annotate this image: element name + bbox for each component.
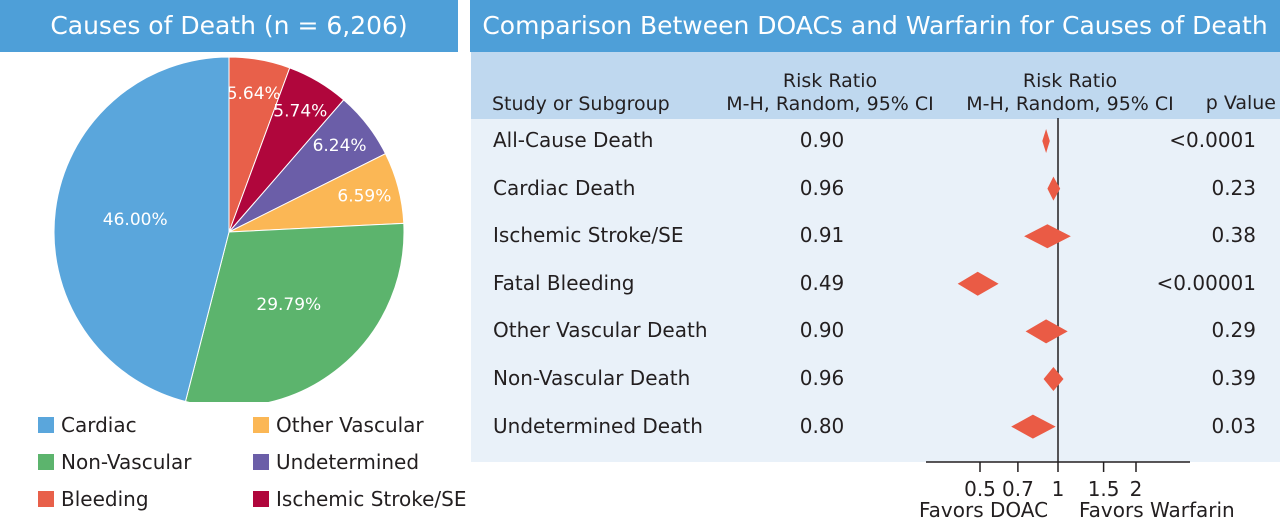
row-label-all-cause-death: All-Cause Death [493, 128, 654, 152]
row-rr-fatal-bleeding: 0.49 [799, 270, 845, 295]
pie-label-undetermined: 6.24% [313, 136, 367, 156]
row-label-ischemic-stroke-se: Ischemic Stroke/SE [493, 223, 684, 248]
row-rr-cardiac-death: 0.96 [799, 175, 845, 200]
pie-label-cardiac: 46.00% [103, 210, 168, 230]
row-rr-other-vascular-death: 0.90 [799, 318, 845, 343]
legend-swatch-ischemic-stroke-se [253, 491, 269, 507]
col-header-rr-line2: M-H, Random, 95% CI [726, 93, 934, 115]
row-rr-non-vascular-death: 0.96 [799, 366, 845, 390]
diamond-all-cause-death [1042, 129, 1050, 153]
col-header-p-value: p Value [1205, 92, 1276, 114]
row-p-cardiac-death: 0.23 [1211, 175, 1256, 200]
x-tick-label-0-5: 0.5 [964, 477, 996, 501]
row-label-cardiac-death: Cardiac Death [493, 175, 636, 200]
pie-label-bleeding: 5.64% [227, 84, 281, 104]
pie-chart: 5.64%5.74% 6.24% 6.59% 29.79% 46.00% [53, 56, 405, 402]
legend-label: Non-Vascular [61, 450, 192, 474]
pie-slice-cardiac [53, 56, 230, 402]
forest-title: Comparison Between DOACs and Warfarin fo… [470, 0, 1280, 52]
x-tick-label-0-7: 0.7 [1001, 477, 1034, 501]
row-p-non-vascular-death: 0.39 [1211, 366, 1256, 390]
row-rr-all-cause-death: 0.90 [799, 128, 845, 152]
legend-swatch-cardiac [38, 417, 54, 433]
forest-header-band [471, 52, 1280, 119]
pie-title: Causes of Death (n = 6,206) [0, 0, 458, 52]
legend-swatch-bleeding [38, 491, 54, 507]
row-p-other-vascular-death: 0.29 [1211, 318, 1256, 343]
forest-panel [471, 52, 1280, 462]
favors-warfarin-label: Favors Warfarin [1079, 498, 1235, 522]
legend-label: Other Vascular [276, 413, 424, 437]
favors-doac-label: Favors DOAC [919, 498, 1049, 522]
diamond-ischemic-stroke-se [1024, 224, 1071, 249]
legend-swatch-other-vascular [253, 417, 269, 433]
diamond-fatal-bleeding [957, 271, 999, 296]
row-rr-undetermined-death: 0.80 [799, 413, 845, 438]
diamond-non-vascular-death [1043, 367, 1064, 391]
x-tick-label-1: 1 [1051, 477, 1065, 501]
legend-label: Ischemic Stroke/SE [276, 487, 467, 511]
row-p-undetermined-death: 0.03 [1211, 413, 1256, 438]
pie-label-non-vascular: 29.79% [256, 295, 321, 315]
pie-label-ischemic-stroke-se: 5.74% [273, 102, 327, 122]
legend-label: Undetermined [276, 450, 420, 474]
legend-label: Cardiac [61, 413, 137, 437]
col-header-rr-line1: Risk Ratio [782, 70, 878, 92]
legend-swatch-non-vascular [38, 454, 54, 470]
row-label-other-vascular-death: Other Vascular Death [493, 318, 708, 343]
row-rr-ischemic-stroke-se: 0.91 [799, 223, 845, 248]
pie-label-other-vascular: 6.59% [337, 187, 391, 207]
pie-slice-non-vascular [184, 222, 405, 402]
row-label-undetermined-death: Undetermined Death [493, 413, 703, 438]
col-header-study: Study or Subgroup [492, 93, 670, 115]
diamond-cardiac-death [1047, 176, 1061, 201]
legend-swatch-undetermined [253, 454, 269, 470]
row-p-all-cause-death: <0.0001 [1169, 128, 1256, 152]
x-tick-label-2: 2 [1129, 477, 1143, 501]
row-p-fatal-bleeding: <0.00001 [1156, 270, 1256, 295]
col-header-plot-line1: Risk Ratio [1022, 70, 1118, 92]
x-tick-label-1-5: 1.5 [1087, 477, 1120, 501]
row-label-fatal-bleeding: Fatal Bleeding [493, 270, 635, 295]
legend-label: Bleeding [61, 487, 149, 511]
col-header-plot-line2: M-H, Random, 95% CI [966, 93, 1174, 115]
diamond-undetermined-death [1011, 414, 1056, 439]
diamond-other-vascular-death [1025, 319, 1068, 344]
row-label-non-vascular-death: Non-Vascular Death [493, 366, 691, 390]
row-p-ischemic-stroke-se: 0.38 [1211, 223, 1256, 248]
